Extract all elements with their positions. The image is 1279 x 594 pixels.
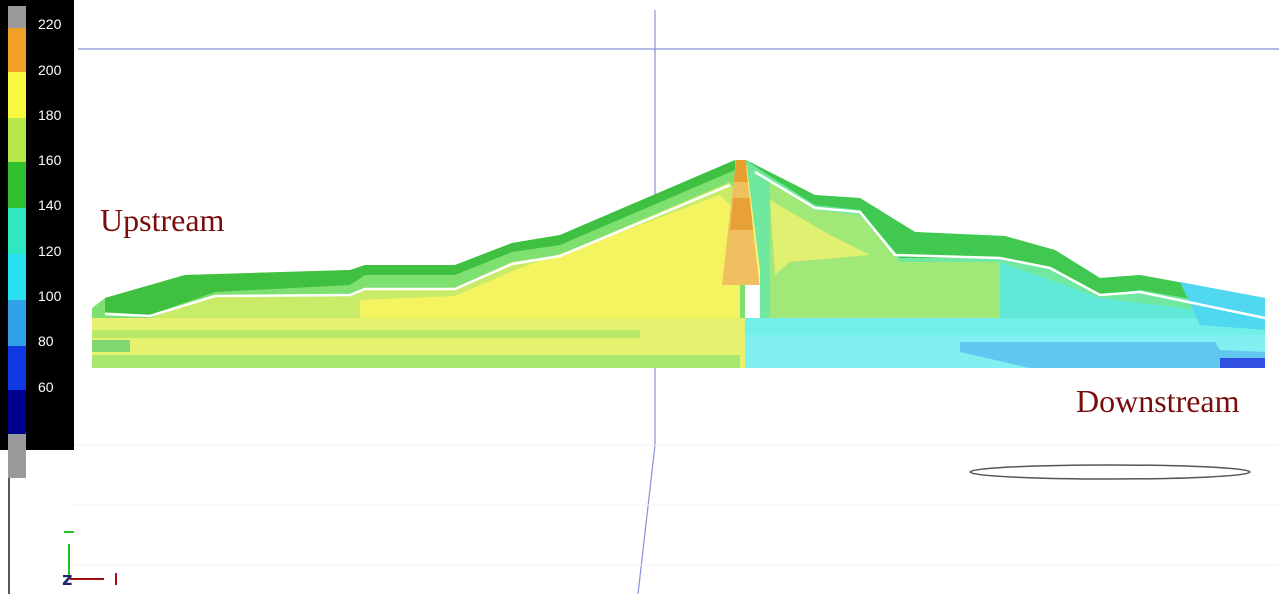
upstream-surface-band xyxy=(105,160,735,315)
base-layer-left xyxy=(92,340,130,352)
legend-label: 160 xyxy=(38,152,62,168)
legend-label: 80 xyxy=(38,333,54,349)
legend-label: 200 xyxy=(38,62,62,78)
base-layer-lightgreen xyxy=(92,355,740,368)
legend-label: 140 xyxy=(38,197,62,213)
dam-core-mid xyxy=(730,198,754,230)
downstream-green-zone xyxy=(770,180,1000,318)
axis-triad xyxy=(64,531,117,585)
legend-label: 180 xyxy=(38,107,62,123)
legend-swatch xyxy=(8,390,26,434)
legend-swatch xyxy=(8,6,26,28)
legend-swatch xyxy=(8,434,26,478)
legend-swatch xyxy=(8,208,26,254)
downstream-blue-zone xyxy=(960,342,1265,368)
legend-swatch xyxy=(8,300,26,346)
downstream-dark-blue-zone xyxy=(1220,358,1265,368)
base-layer-green xyxy=(92,330,640,338)
downstream-label: Downstream xyxy=(1076,383,1240,419)
legend-swatch xyxy=(8,162,26,208)
ellipse-outline xyxy=(969,464,1251,480)
upstream-yellow-zone xyxy=(360,195,740,318)
legend-label: 120 xyxy=(38,243,62,259)
downstream-inner-yellow xyxy=(770,200,870,275)
legend-label: 220 xyxy=(38,16,62,32)
legend-colorbar xyxy=(8,6,26,478)
upstream-boundary-line xyxy=(104,183,731,318)
legend-swatch xyxy=(8,72,26,118)
ground-perspective-line xyxy=(637,444,656,594)
legend-label: 60 xyxy=(38,379,54,395)
legend-swatch xyxy=(8,254,26,300)
legend-swatch xyxy=(8,28,26,72)
color-legend: 220 200 180 160 140 120 100 80 60 xyxy=(0,0,74,478)
legend-swatch xyxy=(8,118,26,162)
legend-swatch xyxy=(8,346,26,390)
dam-core-top xyxy=(734,160,750,182)
upstream-label: Upstream xyxy=(100,202,225,238)
downstream-boundary-line xyxy=(754,170,1266,320)
downstream-toe-cyan xyxy=(1180,282,1265,330)
downstream-cyan-zone xyxy=(1000,262,1265,318)
legend-label: 100 xyxy=(38,288,62,304)
z-axis-label: z xyxy=(62,569,73,590)
